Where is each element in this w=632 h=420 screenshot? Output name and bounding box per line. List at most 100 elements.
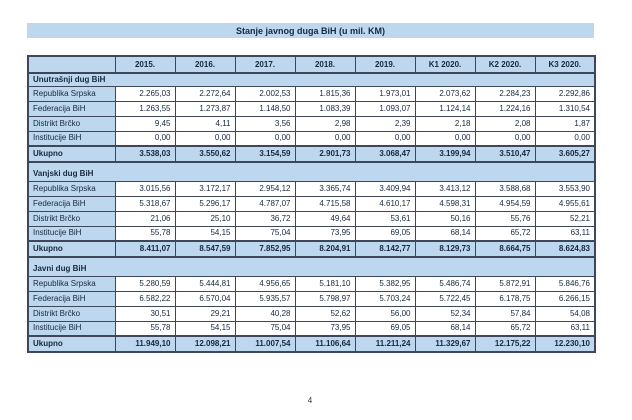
value-cell: 73,95	[294, 225, 356, 242]
table-row: Distrikt Brčko 30,51 29,21 40,28 52,62 56,00 5…	[27, 305, 596, 322]
row-label: Federacija BiH	[27, 100, 116, 117]
value-cell: 6.266,15	[534, 290, 596, 307]
total-row: Ukupno 8.411,07 8.547,59 7.852,95 8.204,91 8.…	[27, 240, 596, 258]
value-cell: 5.846,76	[534, 275, 596, 292]
value-cell: 55,78	[114, 320, 176, 337]
total-value-cell: 3.510,47	[474, 145, 536, 163]
total-value-cell: 3.154,59	[234, 145, 296, 163]
section-header-row: Unutrašnji dug BiH	[27, 73, 596, 87]
value-cell: 0,00	[354, 130, 416, 147]
total-value-cell: 12.230,10	[534, 335, 596, 353]
value-cell: 0,00	[294, 130, 356, 147]
value-cell: 54,15	[174, 225, 236, 242]
row-label: Distrikt Brčko	[27, 305, 116, 322]
total-value-cell: 3.538,03	[114, 145, 176, 163]
value-cell: 5.486,74	[414, 275, 476, 292]
value-cell: 69,05	[354, 225, 416, 242]
value-cell: 65,72	[474, 225, 536, 242]
row-label: Institucije BiH	[27, 320, 116, 337]
table-row: Republika Srpska 5.280,59 5.444,81 4.956,65…	[27, 275, 596, 292]
value-cell: 5.280,59	[114, 275, 176, 292]
total-value-cell: 3.550,62	[174, 145, 236, 163]
value-cell: 1.224,16	[474, 100, 536, 117]
value-cell: 52,62	[294, 305, 356, 322]
value-cell: 3.409,94	[354, 180, 416, 197]
total-label: Ukupno	[27, 145, 116, 163]
value-cell: 5.872,91	[474, 275, 536, 292]
value-cell: 29,21	[174, 305, 236, 322]
value-cell: 56,00	[354, 305, 416, 322]
value-cell: 0,00	[474, 130, 536, 147]
row-label: Republika Srpska	[27, 275, 116, 292]
year-column-header: K3 2020.	[534, 55, 596, 74]
value-cell: 4.956,65	[234, 275, 296, 292]
value-cell: 2,39	[354, 115, 416, 132]
table-row: Republika Srpska 2.265,03 2.272,64 2.002,53…	[27, 85, 596, 102]
value-cell: 0,00	[174, 130, 236, 147]
value-cell: 5.444,81	[174, 275, 236, 292]
value-cell: 5.181,10	[294, 275, 356, 292]
value-cell: 49,64	[294, 210, 356, 227]
value-cell: 1.093,07	[354, 100, 416, 117]
value-cell: 55,76	[474, 210, 536, 227]
total-value-cell: 8.142,77	[354, 240, 416, 258]
value-cell: 73,95	[294, 320, 356, 337]
row-label: Institucije BiH	[27, 130, 116, 147]
value-cell: 2,18	[414, 115, 476, 132]
row-label: Federacija BiH	[27, 195, 116, 212]
section-title: Vanjski dug BiH	[27, 168, 596, 182]
total-label: Ukupno	[27, 240, 116, 258]
value-cell: 2,98	[294, 115, 356, 132]
value-cell: 0,00	[534, 130, 596, 147]
value-cell: 40,28	[234, 305, 296, 322]
value-cell: 0,00	[234, 130, 296, 147]
table-row: Distrikt Brčko 9,45 4,11 3,56 2,98 2,39 2,18 2,…	[27, 115, 596, 132]
value-cell: 54,08	[534, 305, 596, 322]
value-cell: 6.570,04	[174, 290, 236, 307]
value-cell: 1.973,01	[354, 85, 416, 102]
row-label: Republika Srpska	[27, 180, 116, 197]
value-cell: 6.582,22	[114, 290, 176, 307]
row-label: Republika Srpska	[27, 85, 116, 102]
year-column-header: K2 2020.	[474, 55, 536, 74]
table-row: Institucije BiH 55,78 54,15 75,04 73,95 69,05…	[27, 320, 596, 337]
value-cell: 3.413,12	[414, 180, 476, 197]
year-column-header: K1 2020.	[414, 55, 476, 74]
value-cell: 65,72	[474, 320, 536, 337]
table-row: Federacija BiH 6.582,22 6.570,04 5.935,57 5.…	[27, 290, 596, 307]
value-cell: 5.382,95	[354, 275, 416, 292]
value-cell: 63,11	[534, 225, 596, 242]
value-cell: 4.598,31	[414, 195, 476, 212]
value-cell: 9,45	[114, 115, 176, 132]
value-cell: 1.148,50	[234, 100, 296, 117]
table-row: Republika Srpska 3.015,56 3.172,17 2.954,12…	[27, 180, 596, 197]
year-column-header: 2018.	[294, 55, 356, 74]
value-cell: 5.703,24	[354, 290, 416, 307]
section-spacer-cell	[27, 161, 596, 168]
total-row: Ukupno 11.949,10 12.098,21 11.007,54 11.106,…	[27, 335, 596, 353]
corner-header-cell	[27, 55, 116, 74]
total-value-cell: 3.605,27	[534, 145, 596, 163]
total-label: Ukupno	[27, 335, 116, 353]
total-value-cell: 3.199,94	[414, 145, 476, 163]
total-value-cell: 11.106,64	[294, 335, 356, 353]
total-value-cell: 8.204,91	[294, 240, 356, 258]
table-row: Federacija BiH 5.318,67 5.296,17 4.787,07 4.…	[27, 195, 596, 212]
value-cell: 4.610,17	[354, 195, 416, 212]
value-cell: 2.002,53	[234, 85, 296, 102]
row-label: Distrikt Brčko	[27, 115, 116, 132]
value-cell: 1.310,54	[534, 100, 596, 117]
year-column-header: 2015.	[114, 55, 176, 74]
value-cell: 5.798,97	[294, 290, 356, 307]
total-value-cell: 11.949,10	[114, 335, 176, 353]
value-cell: 69,05	[354, 320, 416, 337]
value-cell: 3.553,90	[534, 180, 596, 197]
value-cell: 1.124,14	[414, 100, 476, 117]
document-title: Stanje javnog duga BiH (u mil. KM)	[235, 25, 385, 36]
year-column-header: 2016.	[174, 55, 236, 74]
year-column-header: 2019.	[354, 55, 416, 74]
value-cell: 55,78	[114, 225, 176, 242]
value-cell: 75,04	[234, 320, 296, 337]
value-cell: 1.273,87	[174, 100, 236, 117]
